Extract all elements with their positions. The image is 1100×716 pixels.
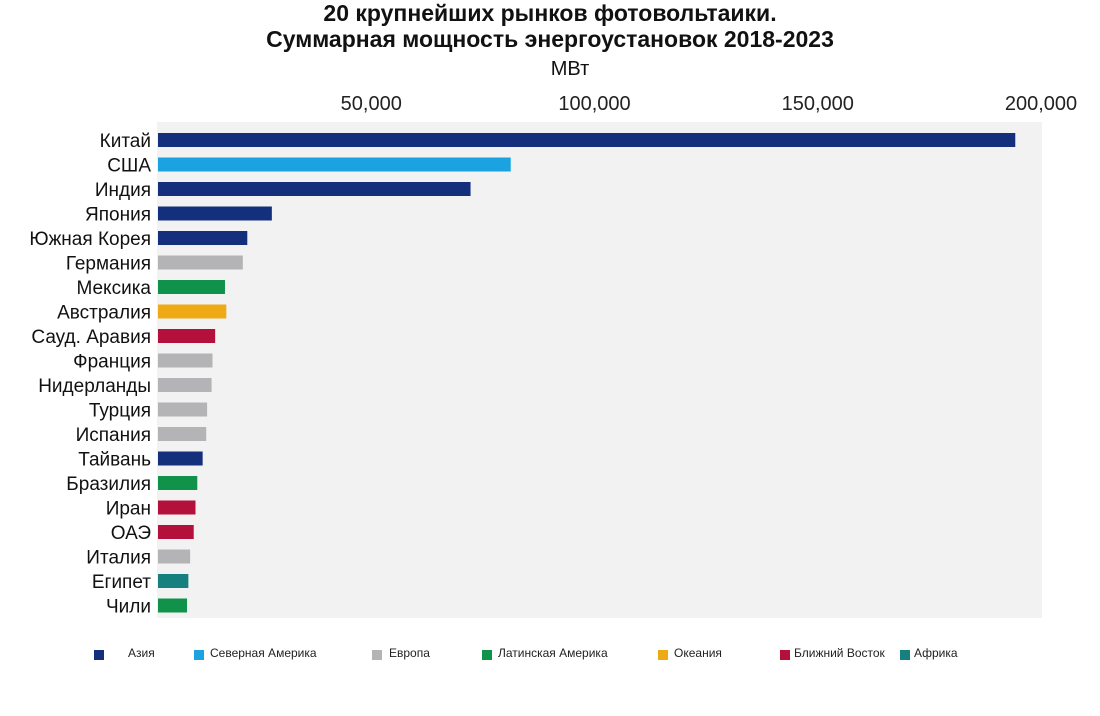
bar (158, 598, 188, 613)
legend-swatch (482, 650, 492, 660)
legend-label: Латинская Америка (498, 646, 608, 660)
bar (158, 280, 225, 294)
category-label: Япония (85, 205, 151, 226)
bar (158, 549, 191, 564)
legend-swatch (194, 650, 204, 660)
bar (158, 206, 272, 221)
bar-chart: 50,000 100,000 150,000 200,000 Китай США Индия… (29, 93, 1077, 618)
category-label: Испания (76, 425, 151, 446)
x-tick-label: 200,000 (1005, 93, 1077, 115)
legend-label: Азия (128, 646, 155, 660)
bar (158, 329, 216, 343)
bar (158, 427, 207, 441)
chart-subtitle: Суммарная мощность энергоустановок 2018-… (266, 26, 834, 52)
category-label: Бразилия (66, 474, 151, 495)
category-label: Иран (106, 499, 151, 520)
bar (158, 255, 243, 270)
category-label: Нидерланды (38, 376, 151, 397)
bar (158, 451, 203, 466)
legend-label: Ближний Восток (794, 646, 885, 660)
chart-title: 20 крупнейших рынков фотовольтаики. (323, 0, 777, 26)
category-label: Австралия (57, 303, 151, 324)
bar (158, 500, 196, 515)
category-label: Турция (89, 401, 151, 422)
category-label: Южная Корея (29, 229, 151, 250)
bar (158, 378, 212, 392)
category-label: Индия (95, 180, 151, 201)
bar (158, 133, 1016, 147)
x-tick-label: 150,000 (782, 93, 854, 115)
x-tick-label: 50,000 (341, 93, 402, 115)
bar (158, 402, 208, 417)
bar (158, 304, 227, 319)
category-label: Италия (86, 548, 151, 569)
category-label: Тайвань (78, 450, 151, 471)
bar (158, 231, 248, 245)
category-label: Китай (100, 131, 151, 152)
category-label: Сауд. Аравия (31, 327, 151, 348)
plot-area (157, 122, 1042, 618)
category-label: Чили (106, 597, 151, 618)
bar (158, 353, 213, 368)
legend-swatch (372, 650, 382, 660)
category-label: Германия (66, 254, 151, 275)
legend-label: Северная Америка (210, 646, 317, 660)
bar (158, 476, 198, 490)
bar (158, 157, 511, 172)
chart-legend: Азия Северная Америка Европа Латинская Амер… (0, 644, 1100, 664)
legend-swatch (900, 650, 910, 660)
legend-label: Африка (914, 646, 958, 660)
bar (158, 574, 189, 588)
legend-swatch (780, 650, 790, 660)
category-label: Египет (92, 572, 151, 593)
legend-label: Океания (674, 646, 722, 660)
bar (158, 525, 194, 539)
x-tick-label: 100,000 (558, 93, 630, 115)
category-label: США (107, 156, 151, 177)
legend-swatch (658, 650, 668, 660)
legend-swatch (94, 650, 104, 660)
bar (158, 182, 471, 196)
category-label: Мексика (76, 278, 151, 299)
category-label: ОАЭ (111, 523, 151, 544)
category-label: Франция (73, 352, 151, 373)
unit-label: МВт (550, 58, 590, 80)
legend-label: Европа (389, 646, 430, 660)
